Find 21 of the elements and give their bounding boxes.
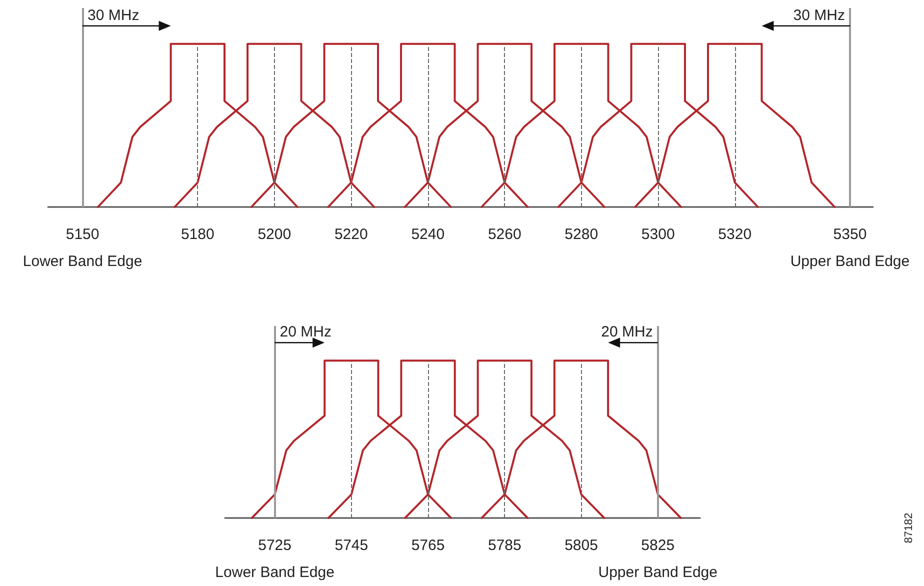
x-tick-label: 5725 Lower Band Edge	[215, 537, 334, 581]
text: 30 MHz	[88, 6, 140, 24]
x-tick-label: 5320	[718, 226, 752, 243]
text: 87182	[903, 512, 915, 544]
x-tick-label: 5300	[641, 226, 675, 243]
x-tick-label: 5280	[564, 226, 598, 243]
x-tick-label: 5805	[564, 537, 598, 554]
text: 20 MHz	[280, 324, 332, 341]
x-tick-label: 5180	[180, 226, 214, 243]
x-tick-label: 5150 Lower Band Edge	[22, 226, 142, 270]
text: 30 MHz	[793, 6, 845, 24]
x-tick-label: 5240	[411, 226, 445, 243]
x-tick-label: 5200	[258, 226, 292, 243]
x-tick-label: 5785	[488, 537, 522, 554]
x-tick-label: 5260	[488, 226, 522, 243]
x-tick-label: 5350 Upper Band Edge	[790, 226, 910, 270]
x-tick-label: 5765	[411, 537, 445, 554]
x-tick-label: 5825 Upper Band Edge	[598, 537, 718, 581]
text: 20 MHz	[601, 324, 653, 341]
x-tick-label: 5220	[334, 226, 368, 243]
x-tick-label: 5745	[334, 537, 368, 554]
